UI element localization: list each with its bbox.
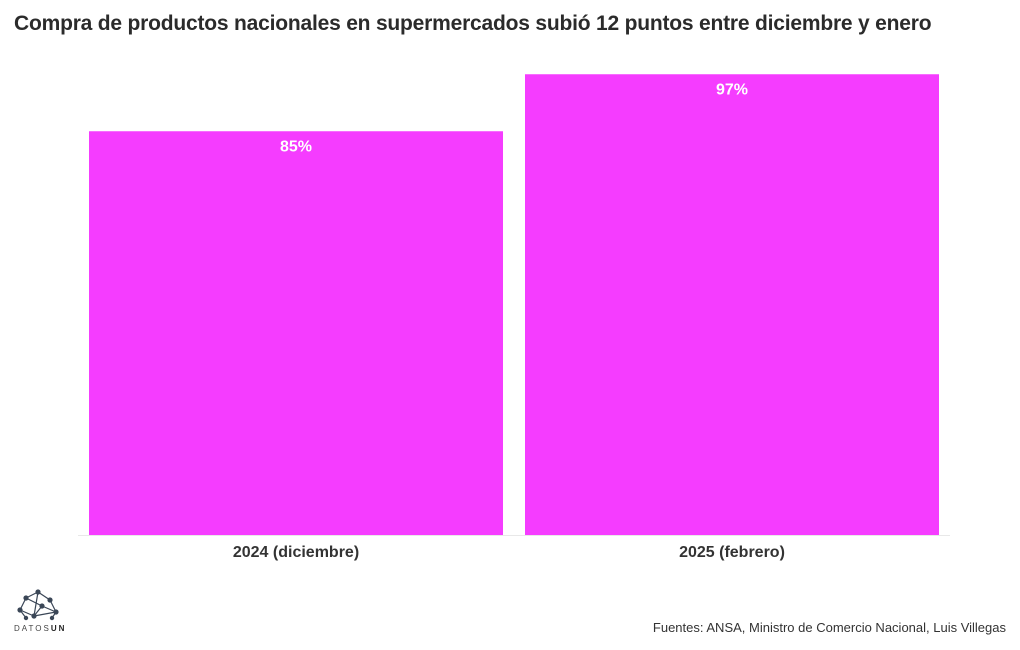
logo-text-bold: UN bbox=[50, 624, 67, 633]
source-note: Fuentes: ANSA, Ministro de Comercio Naci… bbox=[652, 620, 1006, 635]
x-tick-label: 2025 (febrero) bbox=[679, 544, 785, 561]
data-label: 85% bbox=[280, 138, 312, 155]
x-tick-label: 2024 (diciembre) bbox=[233, 544, 359, 561]
datosun-logo-icon bbox=[17, 589, 59, 621]
logo-text: DATOSUN bbox=[14, 624, 66, 633]
bar[interactable] bbox=[525, 74, 939, 535]
chart-title: Compra de productos nacionales en superm… bbox=[14, 12, 932, 35]
data-label: 97% bbox=[716, 81, 748, 98]
bar[interactable] bbox=[89, 131, 503, 535]
logo-text-light: DATOS bbox=[14, 624, 51, 633]
